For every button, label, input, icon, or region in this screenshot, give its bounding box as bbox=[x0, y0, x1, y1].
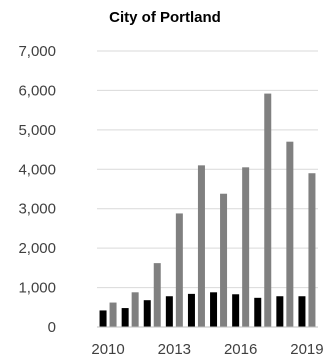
x-tick-label: 2016 bbox=[224, 341, 257, 358]
y-tick-label: 4,000 bbox=[18, 161, 56, 178]
bar bbox=[197, 165, 205, 327]
bar bbox=[109, 302, 117, 327]
x-tick-label: 2013 bbox=[158, 341, 191, 358]
y-tick-label: 2,000 bbox=[18, 240, 56, 257]
bars bbox=[99, 93, 316, 327]
bar bbox=[254, 297, 262, 327]
y-tick-label: 7,000 bbox=[18, 43, 56, 60]
bar bbox=[298, 296, 306, 327]
x-tick-label: 2019 bbox=[290, 341, 323, 358]
bar bbox=[131, 292, 139, 327]
bar bbox=[143, 300, 151, 327]
bar bbox=[220, 193, 228, 327]
chart-title: City of Portland bbox=[109, 9, 221, 26]
bar bbox=[264, 93, 272, 327]
x-tick-label: 2010 bbox=[91, 341, 124, 358]
y-tick-label: 1,000 bbox=[18, 280, 56, 297]
bar bbox=[165, 296, 173, 327]
bar bbox=[153, 263, 161, 327]
gridlines bbox=[97, 50, 318, 289]
y-tick-label: 5,000 bbox=[18, 122, 56, 139]
bar bbox=[232, 294, 240, 327]
y-tick-label: 0 bbox=[48, 319, 56, 336]
bar bbox=[286, 141, 294, 327]
bar bbox=[99, 310, 107, 327]
y-tick-label: 3,000 bbox=[18, 201, 56, 218]
y-tick-label: 6,000 bbox=[18, 82, 56, 99]
tick-labels: 0 1,000 2,000 3,000 4,000 5,000 6,000 7,000 2010… bbox=[18, 43, 323, 358]
bar bbox=[242, 167, 250, 327]
bar bbox=[187, 293, 195, 327]
bar bbox=[175, 213, 183, 327]
bar bbox=[276, 296, 284, 327]
bar bbox=[121, 308, 129, 327]
bar bbox=[308, 173, 316, 327]
bar bbox=[210, 292, 218, 327]
